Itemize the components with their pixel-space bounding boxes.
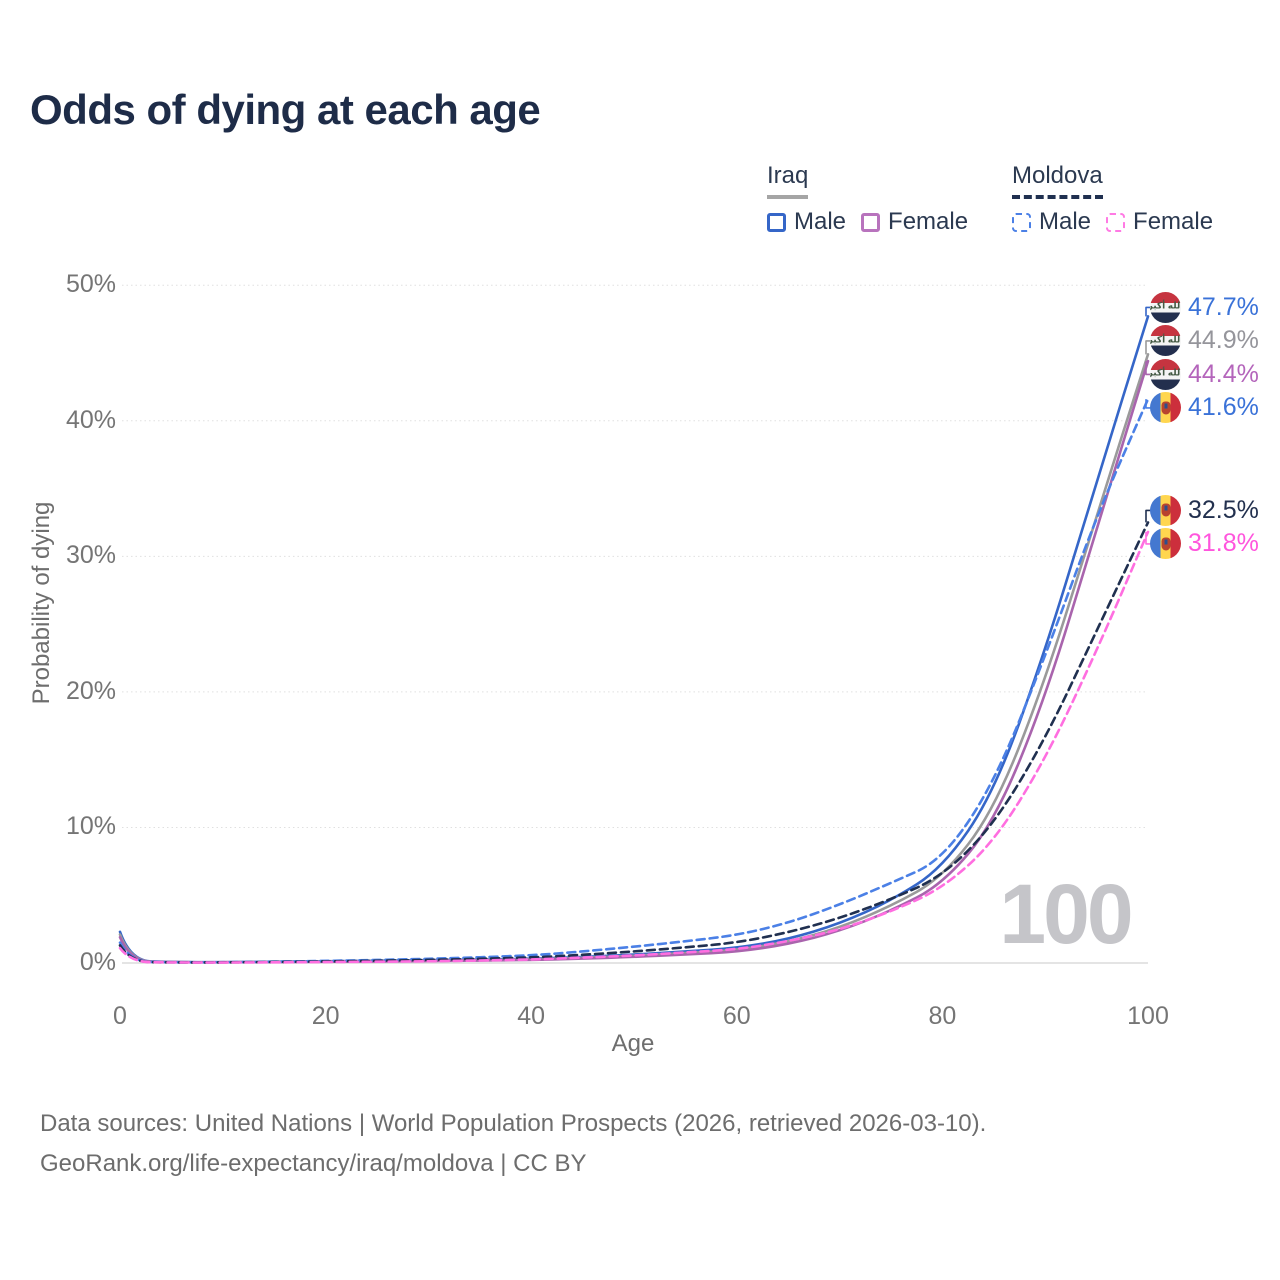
y-tick-label: 10%: [65, 812, 116, 841]
legend-item-iraq-female[interactable]: Female: [861, 208, 968, 236]
moldova-flag-icon: [1150, 494, 1181, 526]
series-line-moldova-female: [118, 530, 1150, 964]
x-axis-title: Age: [611, 1030, 655, 1057]
footer-datasource: Data sources: United Nations | World Pop…: [40, 1110, 987, 1137]
end-label-value: 31.8%: [1188, 529, 1259, 558]
legend-country-moldova[interactable]: Moldova: [1012, 162, 1103, 199]
y-tick-label: 20%: [65, 676, 116, 705]
moldova-flag-emblem: [1161, 503, 1170, 517]
end-label-iraq-female: الله أكبر 44.4%: [1150, 358, 1259, 390]
end-label-value: 32.5%: [1188, 495, 1259, 524]
legend-group-iraq: Iraq Male Female: [767, 162, 968, 236]
legend-item-label: Female: [888, 208, 969, 235]
moldova-flag-emblem: [1161, 401, 1170, 415]
y-tick-label: 50%: [65, 270, 116, 299]
end-label-value: 44.4%: [1188, 359, 1259, 388]
series-line-iraq-male: [118, 315, 1150, 964]
legend-item-label: Male: [794, 208, 847, 235]
end-label-value: 44.9%: [1188, 326, 1259, 355]
legend-item-label: Female: [1133, 208, 1214, 235]
x-tick-label: 0: [113, 1002, 127, 1030]
end-label-moldova-female: 31.8%: [1150, 528, 1259, 560]
iraq-male-swatch-icon: [767, 212, 786, 232]
iraq-flag-icon: الله أكبر: [1150, 358, 1181, 390]
page-title: Odds of dying at each age: [30, 86, 541, 133]
moldova-flag-icon: [1150, 392, 1181, 424]
series-line-iraq-both-sexes: [118, 353, 1150, 964]
moldova-female-swatch-icon: [1106, 212, 1126, 232]
x-tick-label: 20: [311, 1002, 340, 1030]
y-tick-label: 0%: [79, 948, 116, 976]
legend-item-moldova-female[interactable]: Female: [1106, 208, 1213, 236]
legend-item-label: Male: [1039, 208, 1092, 235]
end-label-value: 47.7%: [1188, 292, 1259, 321]
series-line-iraq-female: [118, 359, 1150, 964]
y-tick-label: 30%: [65, 541, 116, 570]
end-label-moldova-male: 41.6%: [1150, 392, 1259, 424]
iraq-flag-script: الله أكبر: [1150, 334, 1181, 345]
x-tick-label: 80: [928, 1002, 957, 1030]
y-tick-label: 40%: [65, 405, 116, 434]
moldova-flag-icon: [1150, 528, 1181, 560]
iraq-flag-icon: الله أكبر: [1150, 291, 1181, 323]
legend-country-iraq[interactable]: Iraq: [767, 162, 809, 199]
iraq-flag-script: الله أكبر: [1150, 368, 1181, 379]
end-label-iraq-male: الله أكبر 47.7%: [1150, 291, 1259, 323]
iraq-flag-icon: الله أكبر: [1150, 325, 1181, 357]
iraq-flag-script: الله أكبر: [1150, 301, 1181, 312]
moldova-male-swatch-icon: [1012, 212, 1031, 232]
x-tick-label: 100: [1127, 1002, 1169, 1030]
legend-group-moldova: Moldova Male Female: [1012, 162, 1213, 236]
x-tick-label: 40: [517, 1002, 546, 1030]
age-counter-watermark: 100: [999, 867, 1133, 961]
moldova-flag-emblem: [1161, 537, 1170, 551]
iraq-female-swatch-icon: [861, 212, 881, 232]
footer-attribution: GeoRank.org/life-expectancy/iraq/moldova…: [40, 1150, 587, 1177]
legend-item-iraq-male[interactable]: Male: [767, 208, 846, 236]
footer: Data sources: United Nations | World Pop…: [40, 1104, 986, 1184]
series-line-moldova-male: [118, 397, 1150, 964]
end-label-iraq-both-sexes: الله أكبر 44.9%: [1150, 325, 1259, 357]
end-label-moldova-both-sexes: 32.5%: [1150, 494, 1259, 526]
legend-item-moldova-male[interactable]: Male: [1012, 208, 1091, 236]
x-tick-label: 60: [722, 1002, 751, 1030]
series-line-moldova-both-sexes: [118, 521, 1150, 964]
end-label-value: 41.6%: [1188, 393, 1259, 422]
